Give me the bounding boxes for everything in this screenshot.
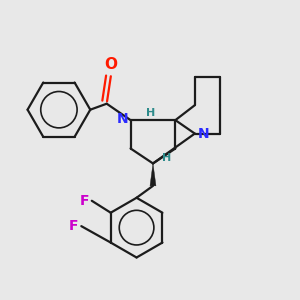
Text: N: N xyxy=(198,127,210,141)
Text: N: N xyxy=(116,112,128,126)
Polygon shape xyxy=(150,164,156,186)
Text: O: O xyxy=(105,57,118,72)
Text: H: H xyxy=(146,108,155,118)
Text: F: F xyxy=(69,219,79,233)
Text: H: H xyxy=(162,153,172,163)
Text: F: F xyxy=(80,194,89,208)
